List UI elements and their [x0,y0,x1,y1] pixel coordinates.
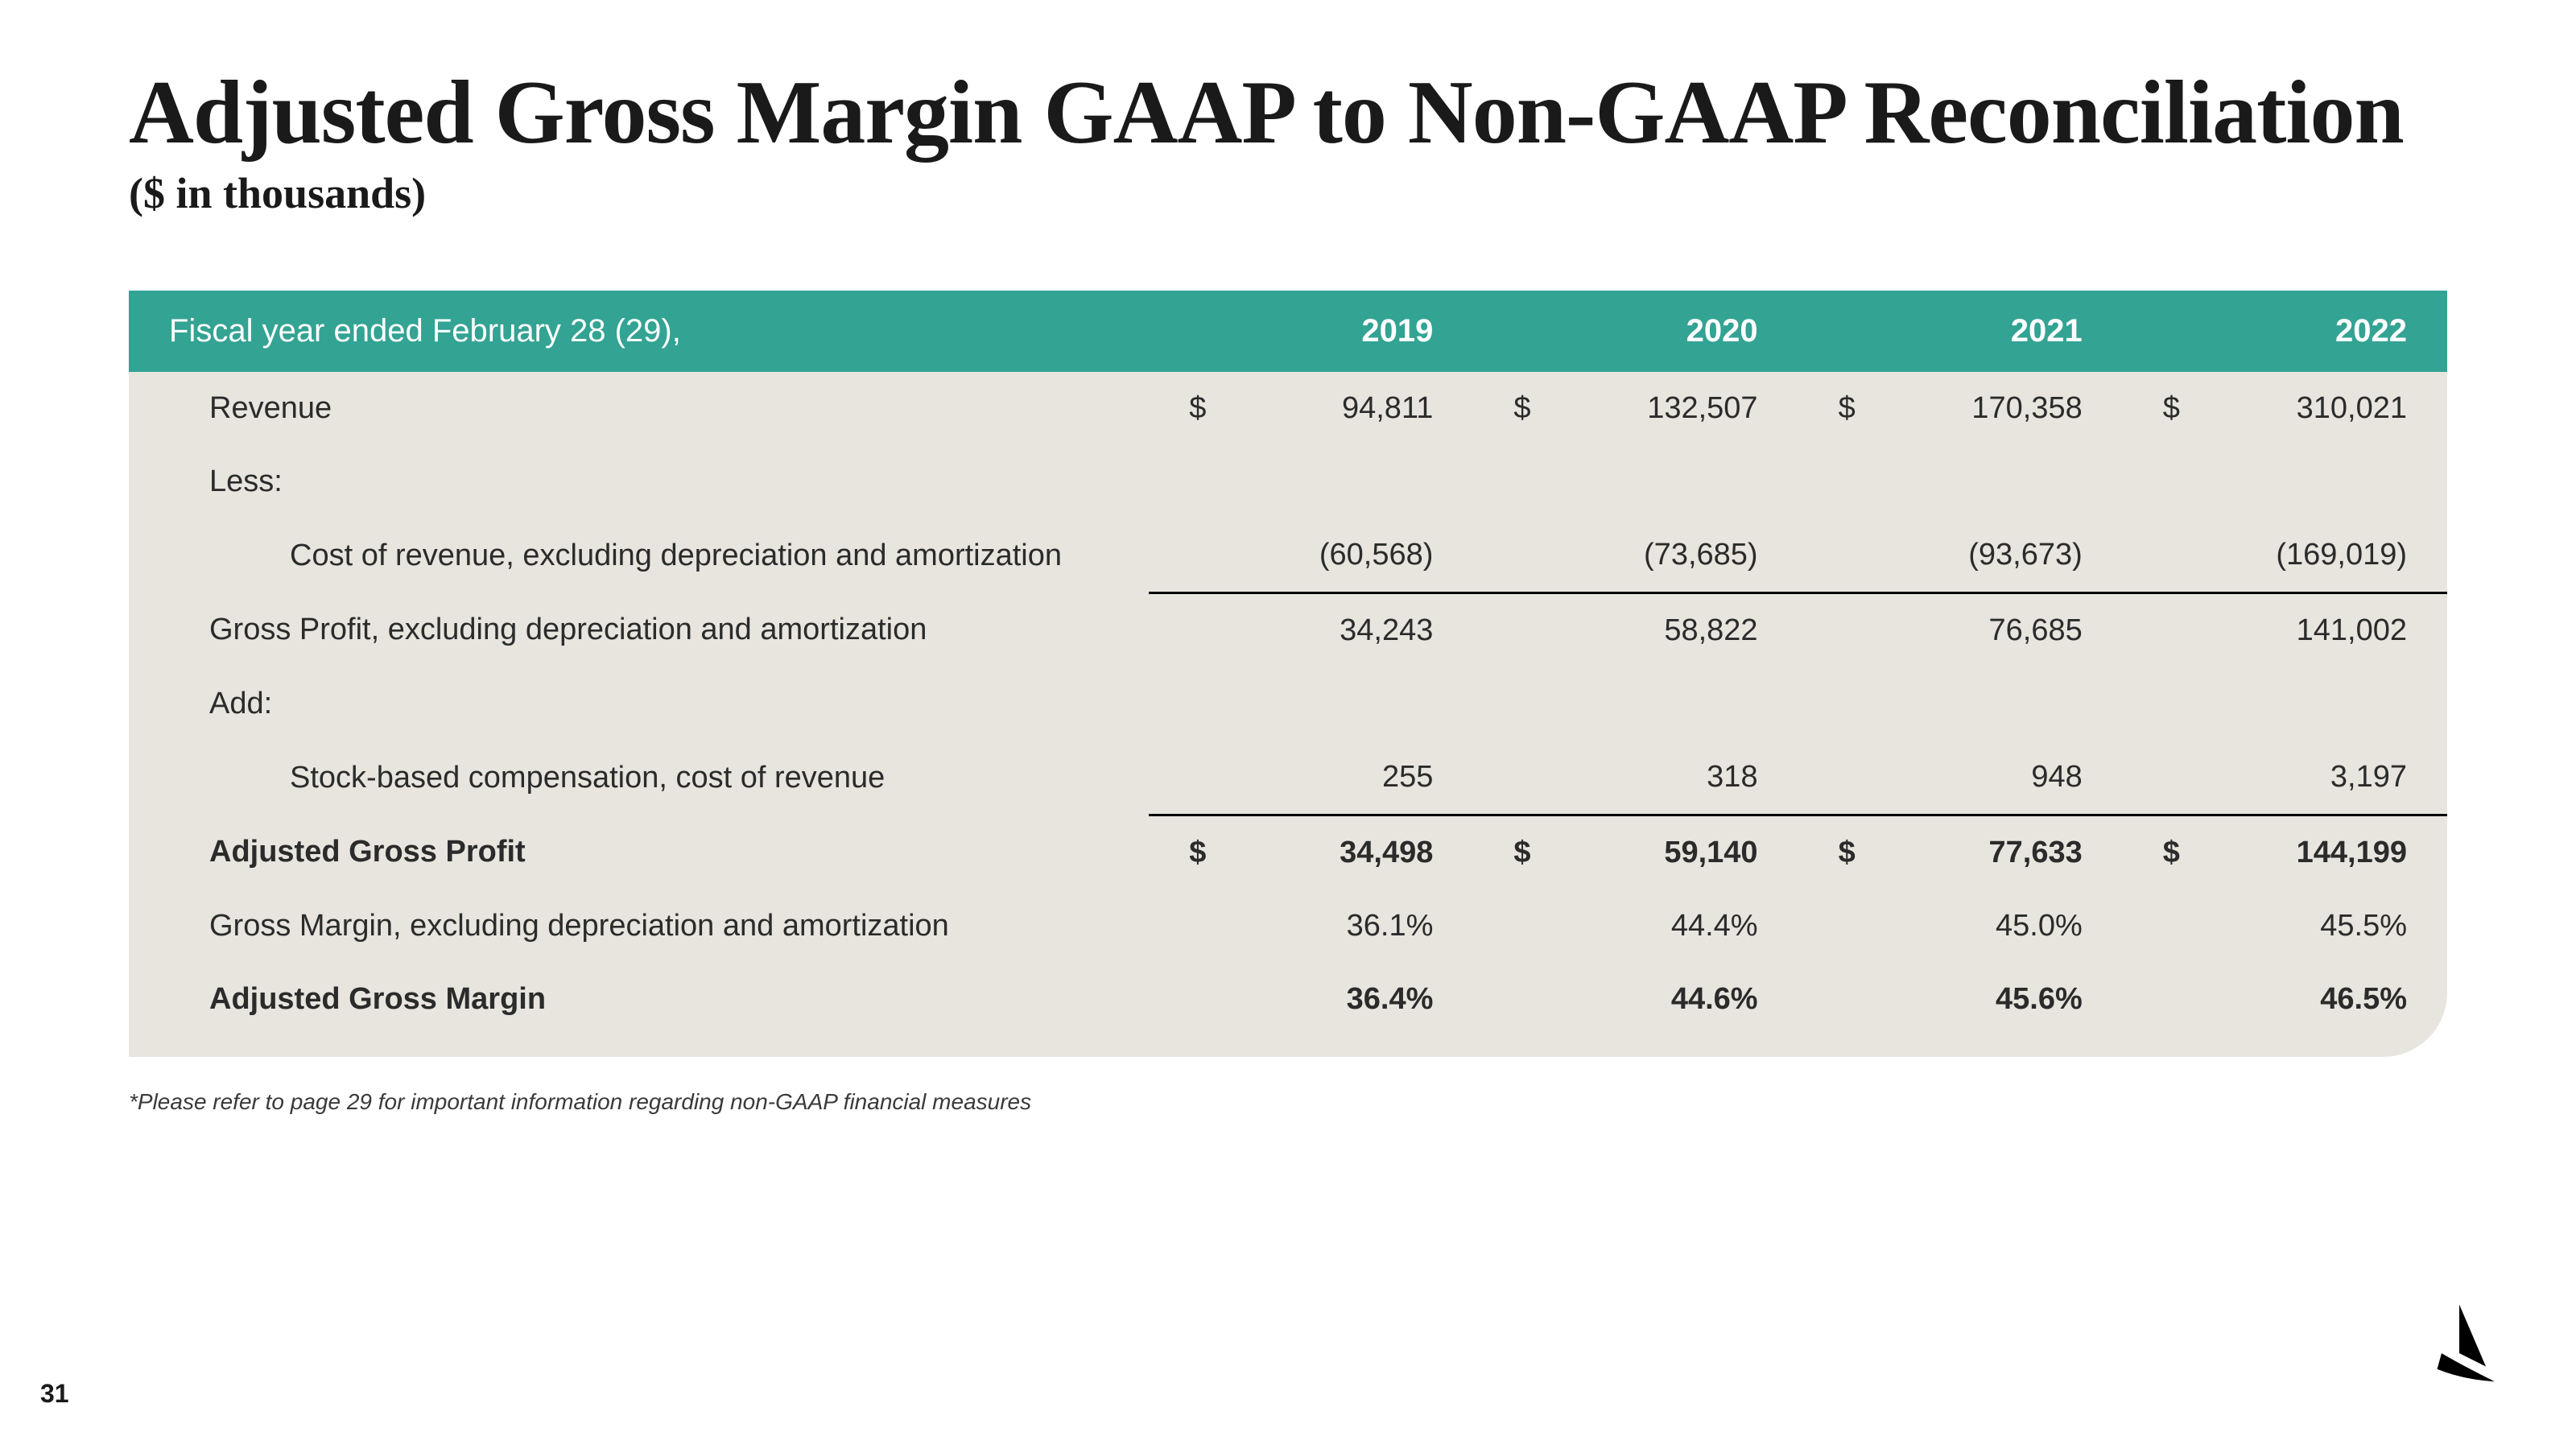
footnote: *Please refer to page 29 for important i… [129,1089,2447,1115]
year-col-2020: 2020 [1473,291,1798,372]
row-gross-profit: Gross Profit, excluding depreciation and… [129,592,2447,667]
cell: 318 [1473,741,1798,815]
cell: 141,002 [2123,592,2447,667]
cell: $77,633 [1798,815,2123,890]
cell: 45.6% [1798,963,2123,1057]
row-less: Less: [129,445,2447,518]
cell: 44.4% [1473,890,1798,963]
row-label: Add: [129,667,1149,741]
row-cost-of-revenue: Cost of revenue, excluding depreciation … [129,518,2447,593]
cell: $59,140 [1473,815,1798,890]
slide-subtitle: ($ in thousands) [129,168,2447,218]
row-label: Less: [129,445,1149,518]
slide-title: Adjusted Gross Margin GAAP to Non-GAAP R… [129,64,2447,162]
year-col-2021: 2021 [1798,291,2123,372]
row-adjusted-gross-profit: Adjusted Gross Profit $34,498 $59,140 $7… [129,815,2447,890]
row-label: Gross Profit, excluding depreciation and… [129,592,1149,667]
cell: 46.5% [2123,963,2447,1057]
cell: 34,243 [1149,592,1473,667]
row-label: Adjusted Gross Margin [129,963,1149,1057]
cell: 44.6% [1473,963,1798,1057]
cell: $94,811 [1149,372,1473,445]
cell: 36.4% [1149,963,1473,1057]
cell: 36.1% [1149,890,1473,963]
reconciliation-table-container: Fiscal year ended February 28 (29), 2019… [129,291,2447,1057]
cell: 58,822 [1473,592,1798,667]
row-label: Cost of revenue, excluding depreciation … [129,518,1149,593]
row-add: Add: [129,667,2447,741]
slide: Adjusted Gross Margin GAAP to Non-GAAP R… [0,0,2576,1449]
cell: 45.5% [2123,890,2447,963]
cell: (169,019) [2123,518,2447,593]
cell: (73,685) [1473,518,1798,593]
cell: $170,358 [1798,372,2123,445]
cell: $310,021 [2123,372,2447,445]
row-revenue: Revenue $94,811 $132,507 $170,358 $310,0… [129,372,2447,445]
row-label: Stock-based compensation, cost of revenu… [129,741,1149,815]
cell: $34,498 [1149,815,1473,890]
cell: 255 [1149,741,1473,815]
cell: 76,685 [1798,592,2123,667]
row-label: Gross Margin, excluding depreciation and… [129,890,1149,963]
table-header-row: Fiscal year ended February 28 (29), 2019… [129,291,2447,372]
row-adjusted-gross-margin: Adjusted Gross Margin 36.4% 44.6% 45.6% … [129,963,2447,1057]
header-label: Fiscal year ended February 28 (29), [129,291,1149,372]
cell: $144,199 [2123,815,2447,890]
reconciliation-table: Fiscal year ended February 28 (29), 2019… [129,291,2447,1057]
row-stock-based-comp: Stock-based compensation, cost of revenu… [129,741,2447,815]
year-col-2022: 2022 [2123,291,2447,372]
cell: 45.0% [1798,890,2123,963]
year-col-2019: 2019 [1149,291,1473,372]
page-number: 31 [40,1379,69,1409]
row-label: Adjusted Gross Profit [129,815,1149,890]
company-logo-icon [2415,1300,2504,1393]
cell: $132,507 [1473,372,1798,445]
cell: (60,568) [1149,518,1473,593]
row-gross-margin: Gross Margin, excluding depreciation and… [129,890,2447,963]
row-label: Revenue [129,372,1149,445]
cell: (93,673) [1798,518,2123,593]
cell: 948 [1798,741,2123,815]
cell: 3,197 [2123,741,2447,815]
